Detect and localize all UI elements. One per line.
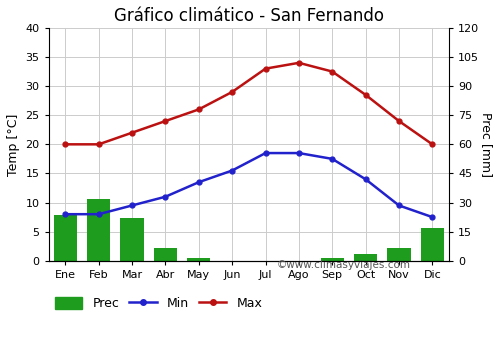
Text: ©www.climasyviajes.com: ©www.climasyviajes.com (277, 260, 411, 270)
Bar (388, 248, 410, 261)
Title: Gráfico climático - San Fernando: Gráfico climático - San Fernando (114, 7, 384, 25)
Bar (120, 218, 144, 261)
Bar (187, 258, 210, 261)
Y-axis label: Temp [°C]: Temp [°C] (7, 113, 20, 175)
Bar (87, 199, 110, 261)
Bar (354, 254, 378, 261)
Legend: Prec, Min, Max: Prec, Min, Max (55, 297, 262, 310)
Y-axis label: Prec [mm]: Prec [mm] (480, 112, 493, 177)
Bar (320, 258, 344, 261)
Bar (420, 228, 444, 261)
Bar (54, 215, 77, 261)
Bar (154, 248, 177, 261)
